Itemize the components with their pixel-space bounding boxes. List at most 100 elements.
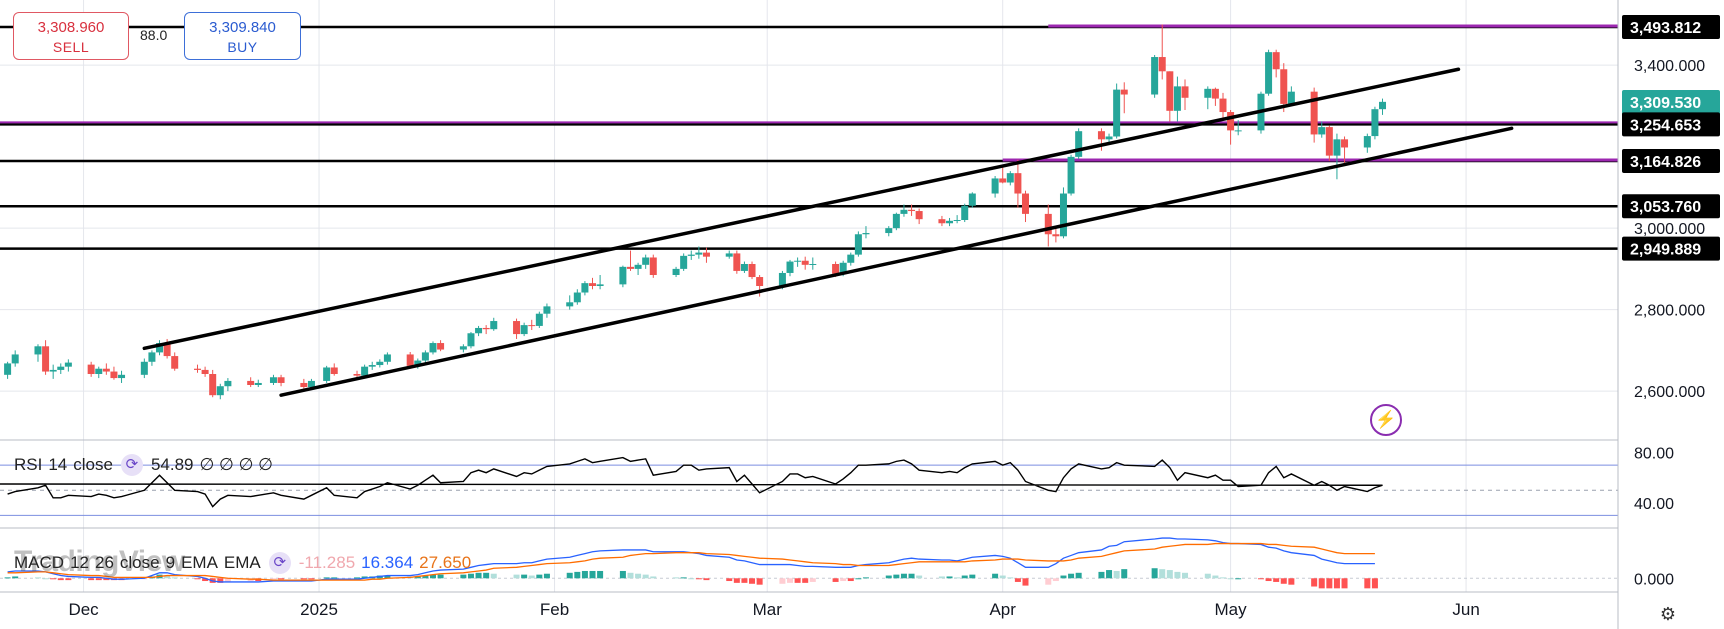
macd-histogram-bar [1273,578,1280,582]
macd-histogram-bar [1371,578,1378,589]
macd-histogram-bar [809,578,816,582]
candle-body [49,369,57,372]
rsi-na-values: ∅ ∅ ∅ ∅ [199,455,273,474]
candle-body [1280,69,1288,104]
candle-body [156,343,164,353]
candle-body [938,219,946,224]
buy-label: BUY [227,39,258,55]
candle-body [421,352,429,361]
gear-icon[interactable]: ⚙ [1659,604,1677,624]
macd-tick-label: 0.000 [1634,571,1674,588]
candle-body [482,327,490,330]
candle-body [95,368,103,374]
candle-body [163,343,171,357]
macd-histogram-bar [650,576,657,579]
candle-body [406,354,414,366]
price-badge-label: 3,493.812 [1630,20,1701,37]
candle-body [1021,193,1029,214]
macd-histogram-bar [673,577,680,579]
macd-histogram-bar [1204,573,1211,579]
macd-histogram-bar [34,577,41,579]
macd-histogram-bar [938,576,945,579]
candle-body [513,321,521,335]
macd-signal-line [7,542,1375,581]
sell-button[interactable]: 3,308.960 SELL [13,12,129,60]
candle-body [414,360,422,366]
macd-histogram-bar [916,575,923,579]
candle-body [216,386,224,396]
candle-body [756,277,764,286]
candle-body [148,352,156,362]
price-tick-label: 2,800.000 [1634,303,1705,320]
macd-histogram-bar [308,578,315,580]
macd-histogram-bar [1166,570,1173,579]
candle-body [437,343,445,350]
macd-histogram-bar [756,578,763,585]
candle-body [1067,156,1075,194]
macd-histogram-bar [566,572,573,579]
candle-body [361,366,369,376]
candle-body [1120,89,1128,95]
trendline [142,67,1461,351]
rsi-value: 54.89 [150,455,194,474]
time-tick-label: May [1215,600,1248,619]
candle-body [1371,109,1379,137]
macd-histogram-bar [513,574,520,579]
macd-histogram-bar [1174,571,1181,579]
rsi-legend[interactable]: RSI 14 close ⟳ 54.89 ∅ ∅ ∅ ∅ [14,454,273,476]
candle-body [475,327,483,334]
refresh-icon[interactable]: ⟳ [120,454,143,476]
candle-body [1379,101,1387,110]
candle-body [839,262,847,274]
candle-body [1363,136,1371,148]
macd-source: close [119,553,160,572]
candle-body [885,228,893,234]
buy-button[interactable]: 3,309.840 BUY [184,12,301,60]
candle-body [1158,57,1166,72]
sell-label: SELL [52,39,90,55]
macd-histogram-bar [467,573,474,579]
macd-histogram-bar [194,578,201,580]
lightning-icon[interactable]: ⚡ [1370,404,1402,436]
price-badge-label: 3,053.760 [1630,199,1701,216]
macd-histogram-bar [95,578,102,581]
macd-histogram-bar [361,576,368,579]
candle-body [1272,52,1280,70]
tradingview-watermark: TradingView [14,545,185,578]
candle-body [1219,98,1227,113]
macd-histogram-bar [1257,578,1264,580]
macd-histogram-bar [42,578,49,580]
candle-body [1341,139,1349,148]
candle-body [140,361,148,375]
macd-histogram-bar [900,573,907,579]
macd-histogram-bar [1022,578,1029,586]
macd-histogram-bar [4,577,11,579]
candle-body [1211,88,1219,99]
macd-histogram-bar [1060,575,1067,579]
macd-legend[interactable]: MACD 12 26 close 9 EMA EMA ⟳ -11.285 16.… [14,552,471,574]
macd-histogram-bar [88,578,95,581]
macd-histogram-bar [1333,578,1340,589]
candle-body [1097,131,1105,140]
candle-body [1318,127,1326,135]
macd-histogram-bar [1182,572,1189,579]
macd-histogram-bar [429,574,436,579]
macd-histogram-bar [50,578,57,580]
macd-histogram-bar [885,575,892,579]
refresh-icon[interactable]: ⟳ [268,552,291,574]
candle-body [490,321,498,330]
price-badge-label: 2,949.889 [1630,242,1701,259]
macd-histogram-bar [475,572,482,579]
candle-body [589,283,597,286]
macd-histogram-bar [1341,578,1348,589]
macd-histogram-bar [635,573,642,579]
candle-body [1204,88,1212,98]
macd-histogram-bar [57,578,64,581]
candle-body [1044,213,1052,235]
macd-histogram-bar [855,578,862,580]
macd-histogram-bar [1212,575,1219,579]
candle-body [1113,89,1121,137]
macd-histogram-bar [171,577,178,579]
